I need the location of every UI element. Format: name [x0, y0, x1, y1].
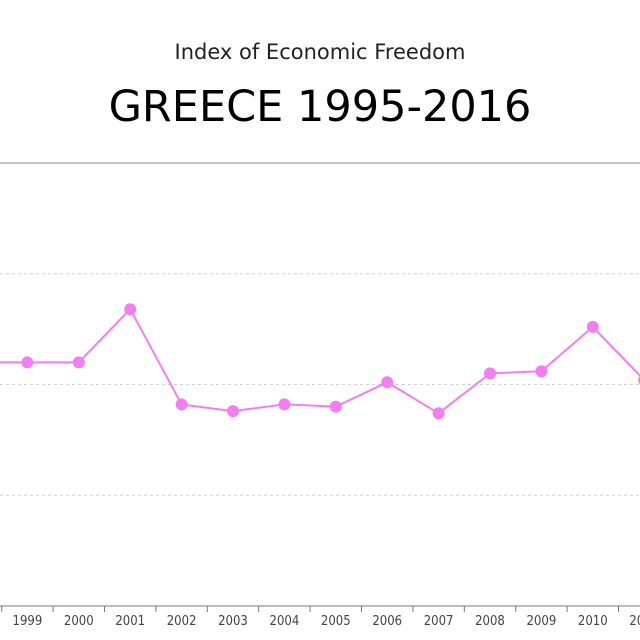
data-point-2010 — [586, 320, 599, 333]
data-point-2000 — [72, 356, 85, 369]
data-point-2005 — [329, 400, 342, 413]
data-point-1999 — [21, 356, 34, 369]
gridlines — [0, 273, 640, 496]
x-tick-label-2000: 2000 — [64, 614, 94, 629]
x-tick-label-1999: 1999 — [13, 614, 43, 629]
x-tick-label-2004: 2004 — [270, 614, 300, 629]
x-tick-label-2002: 2002 — [167, 614, 197, 629]
series-layer — [0, 303, 640, 420]
chart-subtitle: Index of Economic Freedom — [174, 40, 466, 64]
data-point-2001 — [124, 303, 137, 316]
data-point-2003 — [227, 405, 239, 418]
x-tick-label-2007: 2007 — [424, 614, 454, 629]
data-point-2004 — [278, 398, 291, 411]
x-tick-label-2009: 2009 — [527, 614, 557, 629]
x-tick-label-2008: 2008 — [475, 614, 505, 629]
x-tick-label-2005: 2005 — [321, 614, 351, 629]
chart-title: GREECE 1995-2016 — [108, 82, 532, 132]
x-tick-label-2011: 2011 — [629, 614, 640, 629]
x-tick-label-2003: 2003 — [218, 614, 248, 629]
data-point-2002 — [175, 398, 188, 411]
x-tick-label-2001: 2001 — [115, 614, 145, 629]
x-tick-labels: 1998199920002001200220032004200520062007… — [13, 614, 640, 629]
data-point-2009 — [535, 365, 548, 378]
x-tick-label-2006: 2006 — [372, 614, 402, 629]
data-point-2007 — [432, 407, 445, 420]
x-axis-ticks — [1, 606, 619, 612]
data-point-2008 — [484, 367, 496, 380]
x-tick-label-2010: 2010 — [578, 614, 608, 629]
data-point-2006 — [381, 376, 394, 389]
